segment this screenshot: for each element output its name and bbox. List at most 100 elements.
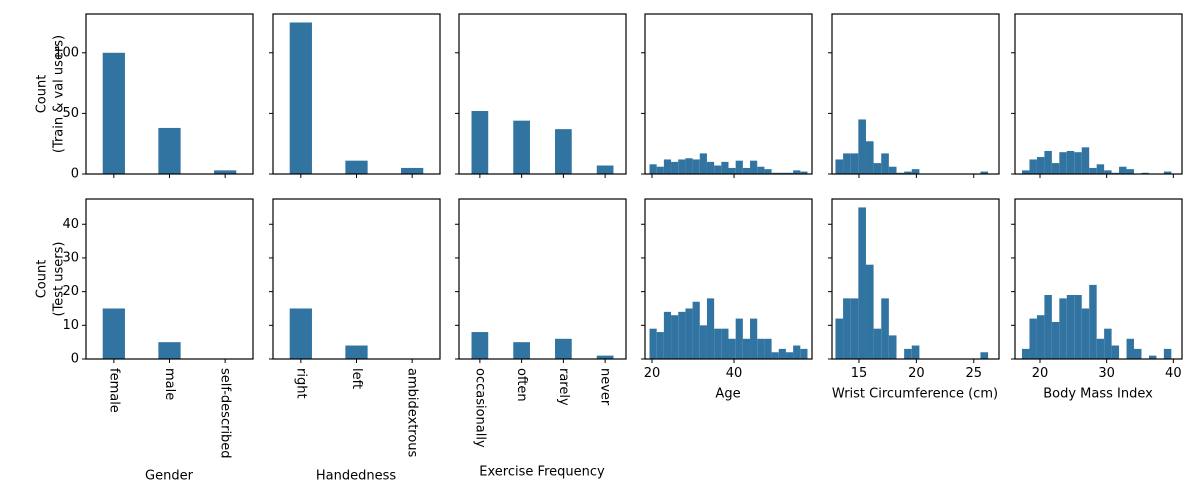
plot-border (831, 13, 1000, 175)
x-axis-label-exercise-frequency: Exercise Frequency (479, 464, 605, 480)
subplot-wrist-test: 15 20 25 (828, 198, 1000, 381)
x-tick-label: occasionally (472, 368, 487, 448)
subplot-gender-test: female male self-described 0 10 20 30 40 (62, 198, 254, 459)
histogram-bar (1089, 167, 1097, 174)
histogram-bar (757, 166, 765, 174)
histogram-bar (850, 298, 859, 359)
histogram-bar (656, 332, 664, 359)
histogram-bar (1036, 315, 1045, 359)
bar-often (513, 342, 530, 359)
y-tick-label: 100 (54, 45, 79, 60)
histogram-bar (1074, 295, 1082, 359)
subplot-exercise-test: occasionally often rarely never (455, 198, 627, 448)
histogram-bar (881, 153, 889, 174)
histogram-bar (706, 161, 715, 174)
histogram-bar (742, 338, 751, 359)
histogram-bar (800, 171, 808, 174)
histogram-bar (728, 338, 736, 359)
y-tick-label: 30 (62, 250, 79, 265)
histogram-bar (771, 172, 779, 174)
x-tick-label: 20 (1032, 366, 1049, 381)
histogram-bar (865, 264, 874, 359)
histogram-bar (1148, 355, 1157, 359)
x-tick-label: 30 (1098, 366, 1115, 381)
bar-left (345, 160, 368, 174)
y-axis-label-test-line1: Count (34, 259, 50, 299)
histogram-bar (699, 153, 707, 174)
plot-border (272, 13, 441, 175)
histogram-bar (888, 335, 897, 359)
bar-often (513, 120, 530, 174)
histogram-bar (1134, 348, 1142, 359)
y-tick-label: 50 (62, 106, 79, 121)
histogram-bar (1081, 308, 1090, 359)
histogram-bar (1051, 321, 1060, 359)
bar-never (596, 355, 614, 359)
plot-border (644, 13, 813, 175)
histogram-bar (1096, 164, 1105, 174)
x-tick-label: left (349, 368, 364, 389)
plot-border (458, 198, 627, 360)
x-tick-label: male (162, 368, 177, 400)
x-tick-label: 20 (644, 366, 661, 381)
histogram-bar (873, 328, 882, 359)
plot-border (1014, 198, 1183, 360)
histogram-bar (835, 159, 844, 174)
x-tick-label: self-described (218, 368, 233, 459)
histogram-bar (656, 166, 664, 174)
bar-right (289, 22, 312, 174)
histogram-bar (778, 348, 786, 359)
histogram-bar (896, 172, 905, 174)
y-axis-label-train-line1: Count (34, 74, 50, 114)
histogram-bar (1022, 170, 1030, 174)
x-tick-label: rarely (556, 368, 571, 406)
plot-area (832, 14, 999, 174)
histogram-bar (1022, 348, 1030, 359)
histogram-bar (649, 164, 657, 174)
histogram-bar (904, 171, 912, 174)
histogram-bar (714, 328, 722, 359)
y-tick-label: 40 (62, 217, 79, 232)
y-tick-label: 20 (62, 284, 79, 299)
bar-left (345, 345, 368, 359)
x-tick-label: ambidextrous (405, 368, 420, 458)
y-axis-label-train-line2: (Train & val users) (51, 34, 67, 154)
histogram-bar (1111, 172, 1120, 174)
bar-right (289, 308, 312, 359)
histogram-bar (865, 141, 874, 174)
subplot-handedness-test: right left ambidextrous (269, 198, 441, 458)
histogram-bar (678, 159, 686, 174)
bar-occasionally (471, 110, 489, 174)
plot-border (272, 198, 441, 360)
histogram-bar (692, 159, 700, 174)
subplot-wrist-train (828, 13, 1000, 178)
plot-border (85, 13, 254, 175)
histogram-bar (771, 352, 779, 359)
histogram-bar (663, 311, 672, 359)
histogram-bar (663, 159, 672, 174)
histogram-bar (1059, 152, 1067, 174)
histogram-bar (750, 318, 758, 359)
histogram-bar (685, 308, 693, 359)
histogram-bar (1141, 172, 1149, 174)
histogram-bar (1163, 348, 1172, 359)
subplot-gender-train: 0 50 100 (54, 13, 254, 182)
bar-rarely (555, 338, 572, 359)
bar-male (158, 342, 181, 359)
x-tick-label: 40 (726, 366, 743, 381)
histogram-bar (1081, 147, 1090, 174)
histogram-bar (843, 153, 851, 174)
histogram-bar (1074, 152, 1082, 174)
x-tick-label: 20 (908, 366, 925, 381)
histogram-bar (1104, 328, 1112, 359)
bar-ambidextrous (401, 167, 424, 174)
histogram-bar (873, 163, 882, 174)
histogram-bar (911, 169, 920, 174)
histogram-bar (1104, 170, 1112, 174)
histogram-bar (778, 172, 786, 174)
x-axis-label-handedness: Handedness (315, 468, 397, 484)
histogram-bar (649, 328, 657, 359)
histogram-bar (980, 171, 989, 174)
histogram-bar (1044, 150, 1052, 174)
